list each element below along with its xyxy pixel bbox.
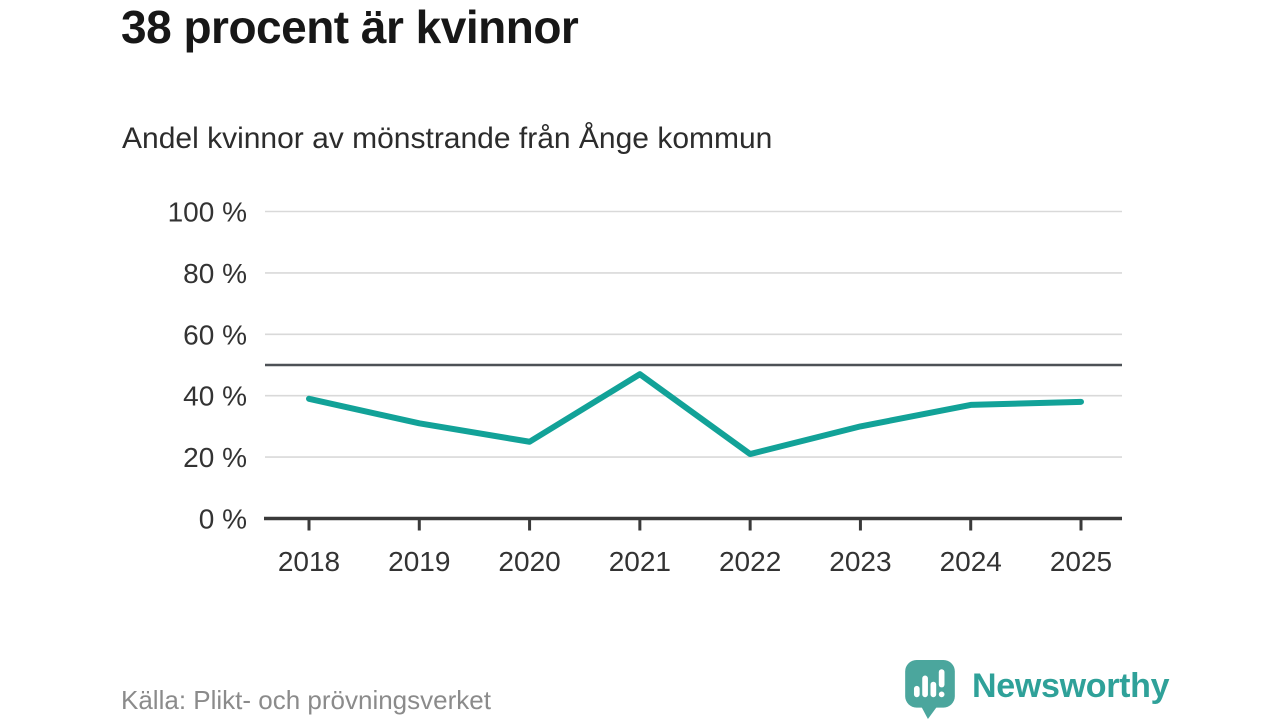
y-tick-label: 60 % (183, 319, 247, 350)
chart-subtitle: Andel kvinnor av mönstrande från Ånge ko… (122, 122, 773, 155)
y-tick-label: 20 % (183, 442, 247, 473)
x-tick-label: 2020 (498, 546, 560, 577)
newsworthy-logo: Newsworthy (903, 660, 1170, 720)
x-tick-label: 2024 (940, 546, 1002, 577)
brand-name: Newsworthy (972, 667, 1170, 705)
newsworthy-bubble-chart-icon (905, 660, 955, 719)
y-tick-label: 40 % (183, 381, 247, 412)
y-tick-label: 0 % (199, 504, 247, 535)
x-tick-label: 2019 (388, 546, 450, 577)
y-tick-label: 100 % (168, 197, 247, 228)
x-tick-label: 2023 (829, 546, 891, 577)
data-line (306, 371, 1084, 458)
y-tick-label: 80 % (183, 258, 247, 289)
source-credit: Källa: Plikt- och prövningsverket (121, 685, 491, 715)
x-tick-label: 2022 (719, 546, 781, 577)
x-tick-label: 2025 (1050, 546, 1112, 577)
x-tick-label: 2018 (278, 546, 340, 577)
x-tick-label: 2021 (609, 546, 671, 577)
page-title: 38 procent är kvinnor (121, 1, 579, 53)
